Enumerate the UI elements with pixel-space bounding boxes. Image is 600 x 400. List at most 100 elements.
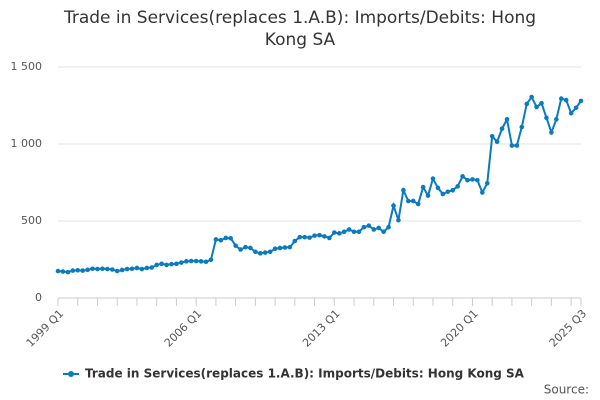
point <box>119 267 125 273</box>
point <box>282 245 288 250</box>
point <box>499 126 505 131</box>
point <box>549 130 554 135</box>
point <box>149 265 155 270</box>
point <box>109 267 115 272</box>
point <box>489 134 495 139</box>
point <box>539 100 544 106</box>
point <box>573 105 579 111</box>
point <box>95 266 100 272</box>
point <box>386 224 391 230</box>
point <box>425 193 431 198</box>
x-tick-label: 2025 Q3 <box>547 307 590 350</box>
point <box>253 249 258 255</box>
source: Source: <box>544 383 589 397</box>
point <box>327 235 332 241</box>
point <box>60 269 66 274</box>
point <box>519 124 525 130</box>
point <box>213 237 219 242</box>
point <box>267 249 273 255</box>
point <box>312 233 317 238</box>
y-tick-label: 500 <box>21 214 42 227</box>
point <box>80 268 85 273</box>
point <box>277 245 283 251</box>
point <box>179 260 184 265</box>
point <box>100 266 105 272</box>
point <box>366 223 372 228</box>
point <box>129 266 135 272</box>
point <box>410 198 416 204</box>
point <box>159 261 164 267</box>
point <box>554 117 559 122</box>
legend-label: Trade in Services(replaces 1.A.B): Impor… <box>85 367 525 381</box>
y-tick-label: 1 500 <box>11 60 43 73</box>
point <box>307 235 312 240</box>
point <box>524 101 530 107</box>
point <box>455 184 460 189</box>
point <box>297 234 303 240</box>
chart-title: Kong SA <box>265 30 336 50</box>
point <box>262 250 268 255</box>
point <box>287 244 293 250</box>
point <box>450 187 456 193</box>
point <box>346 227 352 232</box>
point <box>257 251 263 256</box>
point <box>124 266 130 272</box>
point <box>460 174 465 179</box>
x-tick-label: 2006 Q1 <box>162 307 205 350</box>
point <box>544 115 549 121</box>
point <box>75 267 81 273</box>
x-tick-label: 2020 Q1 <box>438 307 481 350</box>
point <box>154 262 159 268</box>
point <box>243 244 248 250</box>
point <box>371 227 377 232</box>
point <box>55 268 61 274</box>
point <box>248 245 253 251</box>
point <box>341 229 347 235</box>
point <box>134 265 140 271</box>
series-line <box>57 95 582 274</box>
point <box>480 190 485 195</box>
point <box>470 177 475 182</box>
point <box>188 258 194 264</box>
point <box>406 198 411 204</box>
point <box>193 258 199 264</box>
point <box>332 230 337 235</box>
point <box>356 229 362 235</box>
point <box>475 177 480 183</box>
point <box>351 229 357 235</box>
point <box>563 97 569 103</box>
point <box>396 217 401 223</box>
point <box>302 234 307 240</box>
point <box>401 187 406 193</box>
point <box>391 203 396 208</box>
point <box>203 259 209 265</box>
point <box>465 177 470 183</box>
point <box>174 261 179 267</box>
point <box>440 191 446 197</box>
point <box>509 143 515 148</box>
point <box>494 139 500 144</box>
point <box>85 267 90 273</box>
point <box>376 225 382 231</box>
point <box>578 98 584 104</box>
point <box>381 229 386 235</box>
point <box>336 231 342 236</box>
y-tick-label: 0 <box>35 291 42 304</box>
y-tick-label: 1 000 <box>11 137 43 150</box>
point <box>218 237 224 243</box>
point <box>435 185 441 191</box>
point <box>70 268 76 273</box>
point <box>272 246 278 252</box>
point <box>292 238 298 244</box>
point <box>169 261 174 267</box>
point <box>322 234 327 239</box>
chart-title: Trade in Services(replaces 1.A.B): Impor… <box>63 8 536 28</box>
legend-marker <box>68 371 74 377</box>
point <box>430 176 436 181</box>
point <box>208 257 214 263</box>
point <box>558 96 564 101</box>
point <box>105 266 110 272</box>
point <box>568 110 574 116</box>
point <box>223 235 229 241</box>
